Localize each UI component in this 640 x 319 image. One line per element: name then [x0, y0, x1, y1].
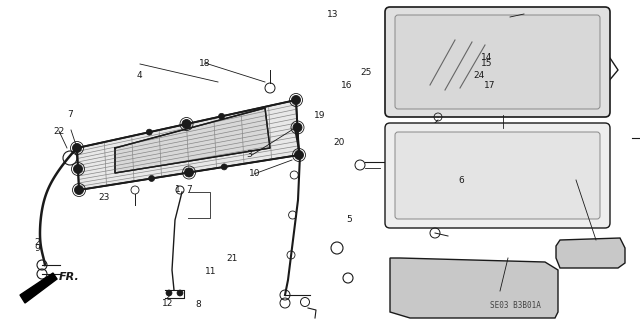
- Polygon shape: [115, 108, 270, 173]
- Text: 24: 24: [473, 71, 484, 80]
- Text: 4: 4: [137, 71, 142, 80]
- Text: 17: 17: [484, 81, 495, 90]
- Text: 15: 15: [481, 59, 492, 68]
- Text: 2: 2: [35, 238, 40, 247]
- Text: 7: 7: [68, 110, 73, 119]
- Circle shape: [294, 151, 303, 160]
- Text: 5: 5: [346, 215, 351, 224]
- Text: 20: 20: [333, 138, 345, 147]
- Text: 8: 8: [196, 300, 201, 309]
- Circle shape: [147, 129, 152, 135]
- Circle shape: [221, 164, 227, 170]
- FancyBboxPatch shape: [385, 123, 610, 228]
- Polygon shape: [390, 258, 558, 318]
- Circle shape: [291, 95, 301, 105]
- Circle shape: [148, 175, 155, 182]
- Text: 11: 11: [205, 267, 217, 276]
- Circle shape: [184, 168, 193, 177]
- Text: 21: 21: [226, 254, 237, 263]
- Text: 25: 25: [360, 68, 372, 77]
- Text: 12: 12: [162, 299, 173, 308]
- Text: 10: 10: [249, 169, 260, 178]
- FancyBboxPatch shape: [395, 132, 600, 219]
- Text: 23: 23: [98, 193, 109, 202]
- Text: 16: 16: [341, 81, 353, 90]
- FancyBboxPatch shape: [395, 15, 600, 109]
- Text: SE03 B3B01A: SE03 B3B01A: [490, 300, 541, 309]
- Text: 14: 14: [481, 53, 492, 62]
- Circle shape: [293, 123, 302, 132]
- Text: 7: 7: [186, 185, 191, 194]
- Circle shape: [72, 144, 81, 152]
- Text: 13: 13: [327, 10, 339, 19]
- Text: 9: 9: [35, 244, 40, 253]
- Text: 6: 6: [458, 176, 463, 185]
- Text: 18: 18: [199, 59, 211, 68]
- FancyBboxPatch shape: [385, 7, 610, 117]
- Polygon shape: [556, 238, 625, 268]
- Text: 19: 19: [314, 111, 326, 120]
- Circle shape: [166, 290, 172, 296]
- Circle shape: [177, 290, 183, 296]
- Text: 1: 1: [175, 185, 180, 194]
- Text: 22: 22: [53, 127, 65, 136]
- Circle shape: [218, 113, 225, 119]
- Text: FR.: FR.: [59, 272, 80, 282]
- Text: 3: 3: [247, 150, 252, 159]
- Polygon shape: [20, 273, 57, 303]
- Polygon shape: [77, 100, 299, 190]
- Circle shape: [182, 120, 191, 129]
- Text: 2: 2: [165, 292, 170, 301]
- Circle shape: [74, 186, 83, 195]
- Circle shape: [74, 165, 83, 174]
